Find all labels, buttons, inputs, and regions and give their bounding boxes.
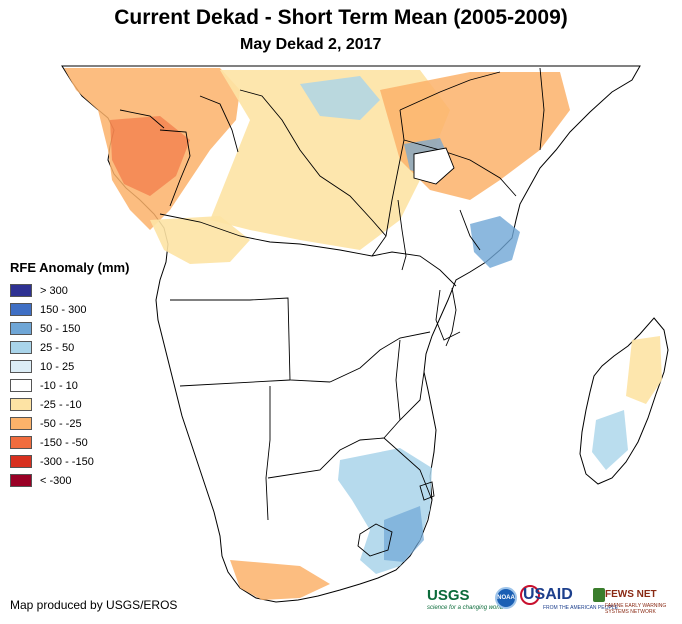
legend-item: -50 - -25	[10, 414, 129, 433]
border-line	[383, 371, 425, 439]
anomaly-patch-west-strong-dry	[110, 116, 190, 196]
lake-malawi	[445, 287, 457, 347]
legend-title: RFE Anomaly (mm)	[10, 260, 130, 275]
legend-swatch	[10, 341, 32, 354]
lake-tanganyika	[397, 199, 407, 271]
border-line	[159, 129, 191, 207]
legend-item: -150 - -50	[10, 433, 129, 452]
legend-item: -300 - -150	[10, 452, 129, 471]
legend-label: -150 - -50	[40, 436, 88, 449]
legend-swatch	[10, 379, 32, 392]
anomaly-patch-madagascar-dry	[626, 336, 662, 404]
lake-victoria	[413, 147, 455, 185]
border-line	[395, 339, 401, 421]
border-line	[199, 95, 239, 153]
border-line	[459, 209, 481, 251]
legend-item: 25 - 50	[10, 338, 129, 357]
anomaly-patch-madagascar-wet	[592, 410, 628, 470]
fews-net-logo: FEWS NET	[605, 589, 657, 600]
lesotho-outline	[357, 523, 393, 557]
legend-label: 150 - 300	[40, 303, 87, 316]
border-line	[383, 437, 433, 501]
partner-logos: USGS science for a changing world NOAA U…	[427, 583, 677, 619]
usgs-tagline: science for a changing world	[427, 605, 504, 611]
legend-label: 10 - 25	[40, 360, 75, 373]
noaa-logo-icon: NOAA	[495, 587, 517, 609]
anomaly-patch-eastafrica-wet	[470, 216, 520, 268]
fews-net-tagline: FAMINE EARLY WARNING SYSTEMS NETWORK	[605, 603, 667, 615]
anomaly-patch-congo-wet	[300, 76, 380, 120]
anomaly-patch-natal-wet	[384, 506, 424, 562]
legend-label: 25 - 50	[40, 341, 75, 354]
country-borders	[119, 67, 545, 521]
anomaly-patch-angola-dry	[150, 216, 250, 264]
legend-item: > 300	[10, 281, 129, 300]
legend-item: 150 - 300	[10, 300, 129, 319]
border-line	[239, 89, 387, 257]
legend-list: > 300 150 - 300 50 - 150 25 - 50 10 - 25 -10 …	[10, 281, 129, 490]
legend-swatch	[10, 303, 32, 316]
map-title: Current Dekad - Short Term Mean (2005-20…	[114, 6, 568, 29]
legend-swatch	[10, 360, 32, 373]
border-line	[435, 289, 461, 341]
legend-swatch	[10, 455, 32, 468]
swaziland-outline	[419, 481, 435, 501]
border-line	[403, 139, 517, 197]
legend-label: -300 - -150	[40, 455, 94, 468]
border-line	[265, 386, 271, 521]
legend-item: 10 - 25	[10, 357, 129, 376]
border-line	[385, 109, 405, 237]
border-line	[329, 331, 431, 383]
border-line	[267, 437, 385, 479]
credit-text: Map produced by USGS/EROS	[10, 598, 178, 612]
legend-swatch	[10, 417, 32, 430]
usaid-tagline: FROM THE AMERICAN PEOPLE	[543, 605, 618, 611]
legend-swatch	[10, 474, 32, 487]
usaid-seal-icon	[520, 585, 540, 605]
legend-swatch	[10, 322, 32, 335]
fews-net-mark-icon	[593, 588, 605, 602]
border-line	[170, 297, 331, 383]
border-line	[539, 67, 545, 151]
border-line	[371, 251, 457, 287]
map-subtitle: May Dekad 2, 2017	[240, 36, 382, 53]
legend-label: < -300	[40, 474, 72, 487]
legend-swatch	[10, 436, 32, 449]
border-line	[159, 213, 373, 257]
usaid-logo: USAID	[523, 586, 573, 603]
legend-label: -10 - 10	[40, 379, 78, 392]
border-line	[179, 379, 291, 387]
legend-label: 50 - 150	[40, 322, 81, 335]
legend-label: -50 - -25	[40, 417, 82, 430]
usgs-logo: USGS	[427, 587, 470, 604]
border-line	[399, 71, 501, 111]
legend-label: > 300	[40, 284, 68, 297]
border-line	[119, 109, 165, 129]
legend-label: -25 - -10	[40, 398, 82, 411]
anomaly-patch-cape-dry	[230, 560, 330, 600]
legend-item: 50 - 150	[10, 319, 129, 338]
legend-item: -25 - -10	[10, 395, 129, 414]
legend-swatch	[10, 398, 32, 411]
legend-swatch	[10, 284, 32, 297]
legend: RFE Anomaly (mm) > 300 150 - 300 50 - 150 2…	[10, 260, 129, 490]
legend-item: < -300	[10, 471, 129, 490]
legend-item: -10 - 10	[10, 376, 129, 395]
